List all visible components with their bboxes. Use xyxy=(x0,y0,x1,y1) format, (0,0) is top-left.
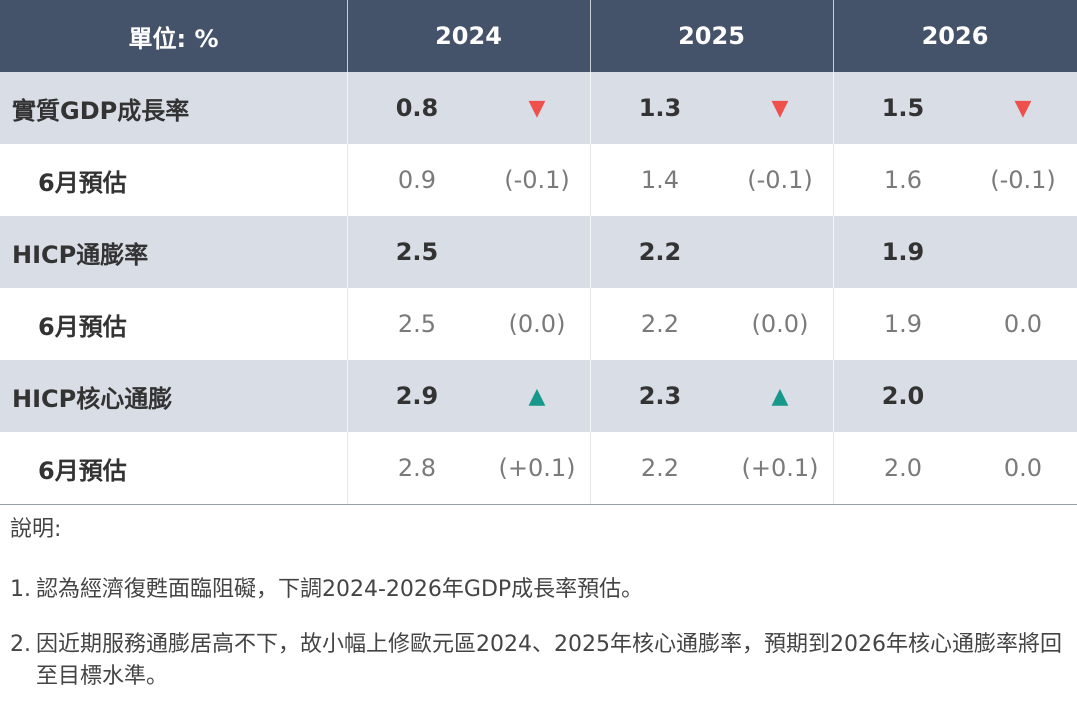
change-cell: (-0.1) xyxy=(504,166,570,194)
row-background xyxy=(0,432,1077,504)
note-item: 1. 認為經濟復甦面臨阻礙，下調2024-2026年GDP成長率預估。 xyxy=(10,574,1070,606)
column-divider xyxy=(590,432,591,504)
value-cell: 1.3 xyxy=(638,94,682,122)
change-cell: (-0.1) xyxy=(990,166,1056,194)
change-cell: ▼ xyxy=(771,95,789,121)
row-background xyxy=(0,144,1077,216)
row-background xyxy=(0,216,1077,288)
change-cell: (-0.1) xyxy=(747,166,813,194)
row-label: HICP核心通膨 xyxy=(12,384,173,413)
value-cell: 2.0 xyxy=(883,454,923,482)
value-cell: 2.0 xyxy=(881,382,925,410)
header-cell: 單位: % xyxy=(0,0,347,72)
column-divider xyxy=(833,144,834,216)
change-cell: (0.0) xyxy=(508,310,566,338)
column-divider xyxy=(833,288,834,360)
column-divider xyxy=(833,432,834,504)
notes-title: 說明: xyxy=(10,517,62,542)
column-divider xyxy=(833,0,834,504)
value-cell: 0.8 xyxy=(395,94,439,122)
change-cell: 0.0 xyxy=(1003,454,1043,482)
change-cell: (+0.1) xyxy=(498,454,576,482)
note-item: 2. 因近期服務通膨居高不下，故小幅上修歐元區2024、2025年核心通膨率，預期… xyxy=(10,629,1070,693)
column-divider xyxy=(347,144,348,216)
row-label: 6月預估 xyxy=(38,168,127,197)
column-divider xyxy=(590,0,591,504)
column-divider xyxy=(347,0,348,504)
value-cell: 2.2 xyxy=(640,454,680,482)
row-label: 6月預估 xyxy=(38,312,127,341)
header-cell: 2025 xyxy=(590,0,833,72)
value-cell: 1.5 xyxy=(881,94,925,122)
value-cell: 2.9 xyxy=(395,382,439,410)
note-text: 認為經濟復甦面臨阻礙，下調2024-2026年GDP成長率預估。 xyxy=(36,577,644,602)
row-label: 實質GDP成長率 xyxy=(12,96,190,125)
change-cell: 0.0 xyxy=(1003,310,1043,338)
note-text: 因近期服務通膨居高不下，故小幅上修歐元區2024、2025年核心通膨率，預期到2… xyxy=(36,632,1062,689)
header-cell: 2026 xyxy=(833,0,1077,72)
value-cell: 2.2 xyxy=(640,310,680,338)
row-background xyxy=(0,360,1077,432)
value-cell: 1.9 xyxy=(881,238,925,266)
value-cell: 2.8 xyxy=(397,454,437,482)
value-cell: 1.4 xyxy=(640,166,680,194)
value-cell: 2.3 xyxy=(638,382,682,410)
column-divider xyxy=(590,144,591,216)
column-divider xyxy=(347,288,348,360)
change-cell: (0.0) xyxy=(751,310,809,338)
table-bottom-line xyxy=(0,504,1077,505)
value-cell: 2.5 xyxy=(395,238,439,266)
value-cell: 2.2 xyxy=(638,238,682,266)
change-cell: (+0.1) xyxy=(741,454,819,482)
value-cell: 0.9 xyxy=(397,166,437,194)
note-number: 1. xyxy=(10,577,31,602)
value-cell: 1.6 xyxy=(883,166,923,194)
value-cell: 1.9 xyxy=(883,310,923,338)
change-cell: ▼ xyxy=(528,95,546,121)
change-cell: ▲ xyxy=(528,383,546,409)
column-divider xyxy=(347,432,348,504)
row-background xyxy=(0,72,1077,144)
note-number: 2. xyxy=(10,632,31,657)
value-cell: 2.5 xyxy=(397,310,437,338)
change-cell: ▲ xyxy=(771,383,789,409)
row-label: 6月預估 xyxy=(38,456,127,485)
change-cell: ▼ xyxy=(1014,95,1032,121)
header-cell: 2024 xyxy=(347,0,590,72)
row-label: HICP通膨率 xyxy=(12,240,149,269)
row-background xyxy=(0,288,1077,360)
column-divider xyxy=(590,288,591,360)
